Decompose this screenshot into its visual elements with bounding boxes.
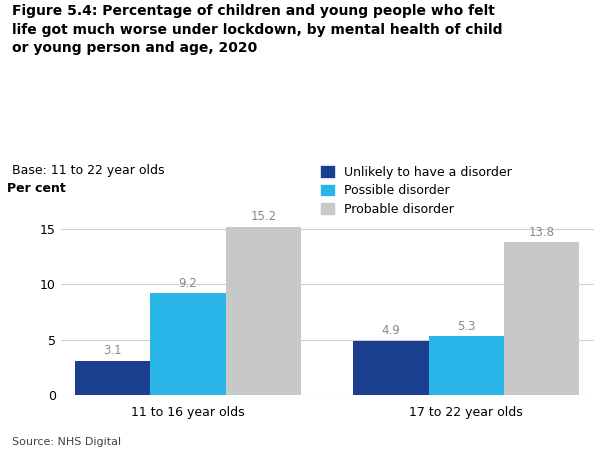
Text: 4.9: 4.9 (382, 325, 401, 338)
Text: 3.1: 3.1 (104, 344, 122, 357)
Bar (353, 341, 428, 395)
Text: 13.8: 13.8 (528, 226, 554, 239)
Text: 15.2: 15.2 (250, 210, 276, 223)
Bar (428, 336, 504, 395)
Text: Source: NHS Digital: Source: NHS Digital (12, 437, 121, 447)
Legend: Unlikely to have a disorder, Possible disorder, Probable disorder: Unlikely to have a disorder, Possible di… (321, 166, 511, 216)
Bar (75, 361, 150, 395)
Bar (150, 293, 226, 395)
Text: 9.2: 9.2 (179, 277, 198, 290)
Text: Base: 11 to 22 year olds: Base: 11 to 22 year olds (12, 164, 165, 177)
Text: Per cent: Per cent (7, 182, 66, 195)
Text: 5.3: 5.3 (457, 320, 476, 333)
Text: Figure 5.4: Percentage of children and young people who felt
life got much worse: Figure 5.4: Percentage of children and y… (12, 4, 502, 55)
Bar (226, 226, 301, 395)
Bar (504, 242, 579, 395)
